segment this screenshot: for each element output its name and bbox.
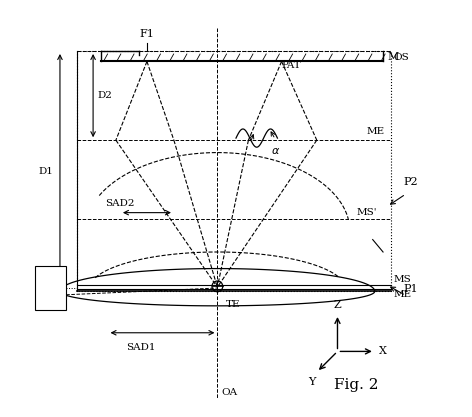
Text: TE: TE <box>226 300 240 309</box>
Text: F1: F1 <box>140 29 154 39</box>
Text: DR: DR <box>42 281 59 291</box>
Text: $\alpha$: $\alpha$ <box>271 146 280 156</box>
Text: SAD1: SAD1 <box>126 343 155 352</box>
Text: D1: D1 <box>39 167 54 176</box>
Text: MS': MS' <box>356 208 377 217</box>
Text: MS: MS <box>393 275 411 284</box>
Text: ME: ME <box>393 290 412 299</box>
Text: ME: ME <box>366 127 385 136</box>
Text: OS: OS <box>393 53 409 62</box>
Bar <box>35 266 66 310</box>
Text: X: X <box>379 347 387 357</box>
Text: OA: OA <box>221 388 237 397</box>
Text: Y: Y <box>308 377 315 387</box>
Text: P1: P1 <box>404 284 418 294</box>
Text: Fig. 2: Fig. 2 <box>334 377 379 392</box>
Text: M: M <box>387 52 398 62</box>
Text: PAT: PAT <box>282 61 301 70</box>
Text: D2: D2 <box>97 91 112 100</box>
Text: SAD2: SAD2 <box>106 199 135 208</box>
Text: Z: Z <box>334 300 341 310</box>
Text: P2: P2 <box>404 176 418 186</box>
